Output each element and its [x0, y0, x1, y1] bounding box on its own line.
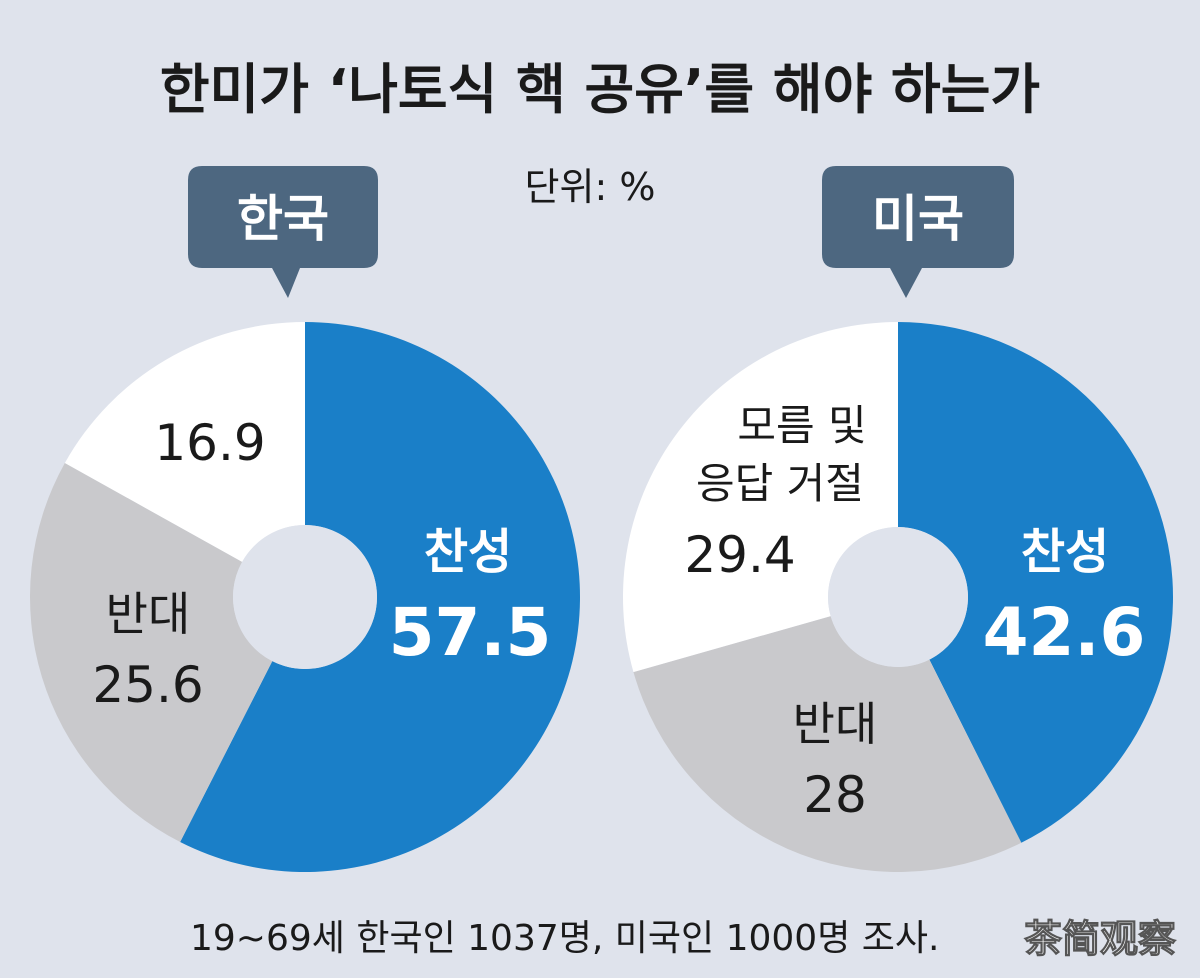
us-unknown-label-line1: 모름 및	[737, 401, 866, 450]
korea-unknown-value: 16.9	[154, 414, 265, 472]
korea-favor-value: 57.5	[389, 594, 552, 671]
us-unknown-label-line2: 응답 거절	[696, 459, 864, 508]
us-oppose-label: 반대	[793, 697, 878, 751]
us-slice-0	[898, 322, 1173, 843]
us-center-hole	[828, 527, 968, 667]
chart-title: 한미가 ‘나토식 핵 공유’를 해야 하는가	[160, 58, 1040, 121]
us-donut	[623, 322, 1173, 872]
us-oppose-value: 28	[803, 766, 867, 824]
korea-oppose-label: 반대	[106, 587, 191, 641]
korea-oppose-value: 25.6	[92, 656, 203, 714]
korea-bubble: 한국	[188, 166, 378, 298]
korea-slice-2	[64, 322, 306, 562]
us-slice-1	[633, 616, 1022, 872]
footnote: 19~69세 한국인 1037명, 미국인 1000명 조사.	[190, 918, 939, 959]
korea-slice-0	[180, 322, 580, 872]
us-slice-2	[623, 322, 898, 673]
us-bubble: 미국	[822, 166, 1014, 298]
us-unknown-value: 29.4	[684, 526, 795, 584]
korea-center-hole	[233, 525, 377, 669]
korea-favor-label: 찬성	[424, 524, 512, 580]
us-favor-value: 42.6	[983, 594, 1146, 671]
korea-title: 한국	[237, 190, 329, 248]
korea-donut	[29, 322, 580, 872]
korea-slice-1	[29, 463, 273, 843]
unit-label: 단위: %	[525, 165, 656, 209]
watermark: 茶简观察	[1024, 917, 1176, 961]
us-favor-label: 찬성	[1021, 524, 1109, 580]
us-title: 미국	[872, 190, 964, 248]
